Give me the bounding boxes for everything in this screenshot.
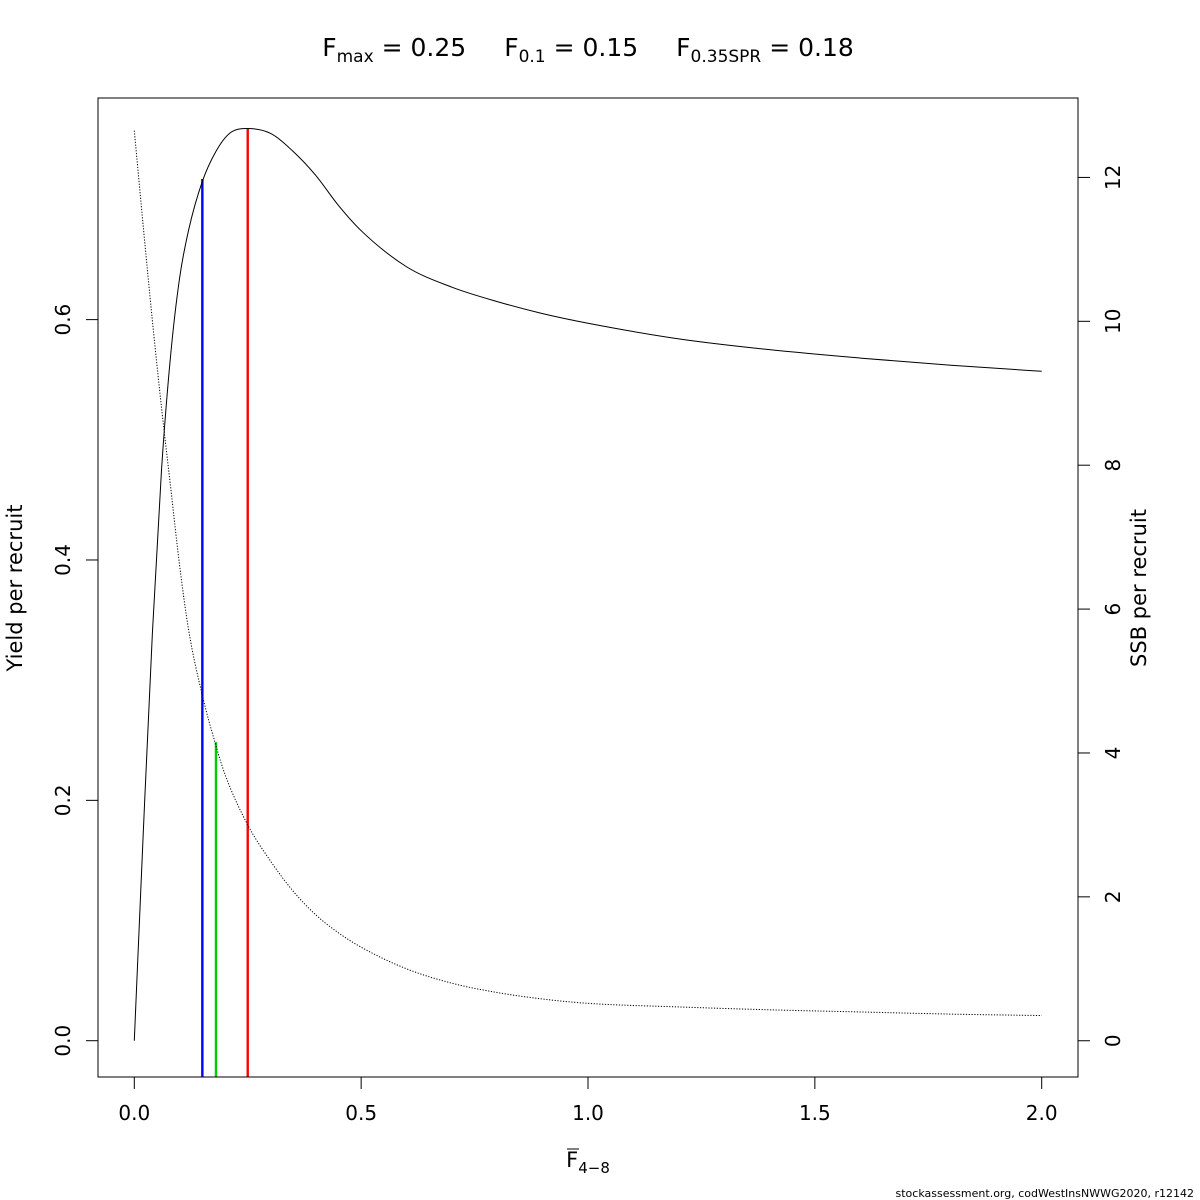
plot-frame — [97, 97, 1079, 1078]
series-lines — [133, 128, 1042, 1041]
x-tick-label: 1.0 — [572, 1101, 604, 1125]
yield-per-recruit-line — [133, 128, 1042, 1041]
x-axis-title-text: F4−8 — [566, 1148, 610, 1177]
y2-tick-label: 10 — [1101, 309, 1125, 334]
y-axis-title: Yield per recruit — [3, 505, 27, 673]
y2-tick-label: 6 — [1101, 603, 1125, 616]
chart-title-text: Fmax = 0.25 F0.1 = 0.15 F0.35SPR = 0.18 — [322, 33, 854, 67]
reference-lines — [201, 128, 249, 1077]
x-axis-title: F4−8 — [566, 1148, 610, 1177]
y2-tick-label: 0 — [1101, 1034, 1125, 1047]
title-part-subscript: 0.1 — [519, 47, 546, 67]
y-axis-left: 0.0 0.2 0.4 0.6 — [51, 304, 99, 1057]
title-part-subscript: max — [337, 47, 374, 67]
x-axis: 0.0 0.5 1.0 1.5 2.0 — [118, 1076, 1058, 1125]
title-part-value: = 0.15 — [546, 33, 639, 62]
y-tick-label: 0.0 — [51, 1025, 75, 1057]
y-tick-label: 0.2 — [51, 784, 75, 816]
x-axis-title-subscript: 4−8 — [578, 1159, 610, 1177]
y2-tick-label: 4 — [1101, 747, 1125, 760]
chart-title: Fmax = 0.25 F0.1 = 0.15 F0.35SPR = 0.18 — [322, 33, 854, 67]
source-caption: stockassessment.org, codWestInsNWWG2020,… — [896, 1187, 1195, 1200]
y2-axis-title: SSB per recruit — [1127, 509, 1151, 667]
x-tick-label: 0.5 — [345, 1101, 377, 1125]
y-axis-right: 0 2 4 6 8 10 12 — [1077, 165, 1125, 1047]
title-part-subscript: 0.35SPR — [691, 47, 762, 67]
y-tick-label: 0.4 — [51, 544, 75, 576]
title-part-main: F — [322, 33, 336, 62]
x-axis-title-main: F — [566, 1148, 578, 1172]
y2-tick-label: 2 — [1101, 890, 1125, 903]
x-tick-label: 0.0 — [118, 1101, 150, 1125]
title-part-value: = 0.25 — [374, 33, 467, 62]
title-part-value: = 0.18 — [761, 33, 854, 62]
y2-tick-label: 12 — [1101, 165, 1125, 190]
title-part-main: F — [504, 33, 518, 62]
title-part-main: F — [676, 33, 690, 62]
x-tick-label: 1.5 — [799, 1101, 831, 1125]
ssb-per-recruit-line — [133, 130, 1042, 1017]
x-tick-label: 2.0 — [1026, 1101, 1058, 1125]
y-tick-label: 0.6 — [51, 304, 75, 336]
y2-tick-label: 8 — [1101, 459, 1125, 472]
